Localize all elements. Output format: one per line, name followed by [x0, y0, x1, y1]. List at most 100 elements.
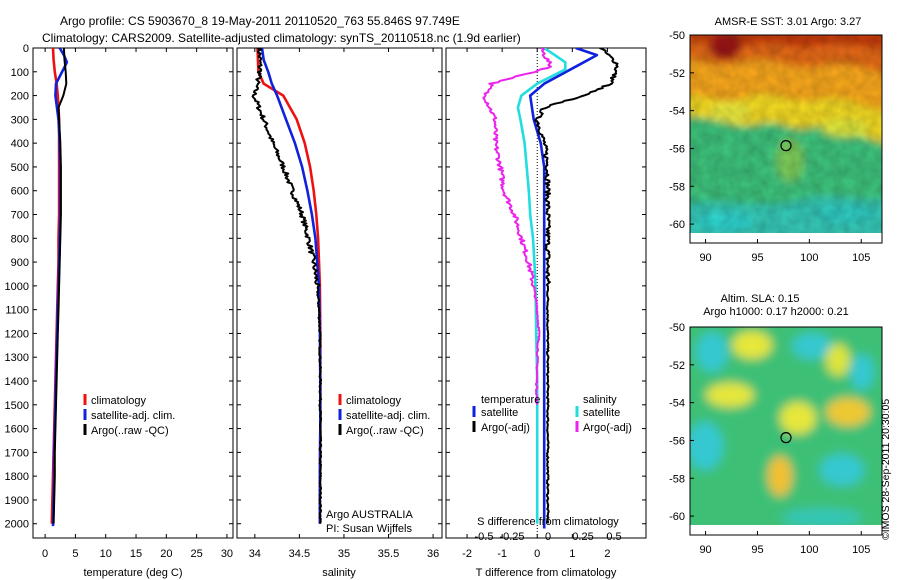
- argo-position-markers: [780, 140, 792, 444]
- legend-satellite: satellite-adj. clim.: [91, 410, 175, 422]
- x-tick-label: 34.5: [289, 548, 310, 560]
- s-difference-axis-label: S difference from climatology: [477, 516, 619, 528]
- s-diff-tick-label: -0.5: [475, 531, 494, 543]
- depth-tick-label: 400: [11, 138, 29, 150]
- salinity-axis-label: salinity: [322, 567, 356, 579]
- difference-legend: temperature salinity satellite Argo(-adj…: [472, 394, 632, 434]
- x-tick-label: 20: [160, 548, 172, 560]
- depth-tick-label: 800: [11, 233, 29, 245]
- sla-map-frame: [689, 326, 883, 536]
- salinity-profile-lines: [251, 48, 323, 524]
- map-x-tick-label: 95: [751, 544, 763, 556]
- map-x-tick-label: 90: [699, 252, 711, 264]
- depth-tick-label: 1800: [5, 471, 29, 483]
- depth-tick-label: 1600: [5, 424, 29, 436]
- difference-profile-lines: [482, 48, 619, 529]
- s-diff-tick-label: 0.25: [572, 531, 593, 543]
- depth-tick-label: 200: [11, 91, 29, 103]
- argo-position-marker: [780, 140, 792, 152]
- sst-map-field: [690, 35, 882, 243]
- x-tick-label: 36: [427, 548, 439, 560]
- series-line: [528, 48, 599, 529]
- legend-s-argo: Argo(-adj): [583, 422, 632, 434]
- series-line: [52, 48, 68, 524]
- figure-subtitle: Climatology: CARS2009. Satellite-adjuste…: [42, 31, 521, 45]
- series-line: [251, 48, 323, 524]
- map-x-tick-label: 100: [800, 544, 818, 556]
- sla-map-title: Altim. SLA: 0.15: [721, 293, 800, 305]
- map-y-tick-label: -58: [669, 181, 685, 193]
- difference-panel-frame: [445, 47, 647, 539]
- temperature-panel-frame: [32, 47, 234, 539]
- map-y-tick-label: -56: [669, 143, 685, 155]
- sla-map-subtitle: Argo h1000: 0.17 h2000: 0.21: [703, 306, 849, 318]
- x-tick-label: 2: [604, 548, 610, 560]
- s-diff-tick-label: 0.5: [606, 531, 621, 543]
- x-tick-label: 25: [191, 548, 203, 560]
- sst-map-frame: [689, 34, 883, 244]
- map-y-tick-label: -56: [669, 435, 685, 447]
- x-tick-label: 1: [569, 548, 575, 560]
- depth-tick-label: 1200: [5, 328, 29, 340]
- depth-tick-label: 1500: [5, 400, 29, 412]
- x-tick-label: 35: [338, 548, 350, 560]
- depth-tick-label: 1900: [5, 495, 29, 507]
- map-y-tick-label: -60: [669, 219, 685, 231]
- sla-map-axes: 90 95 100 105 -50 -52 -54 -56 -58 -60: [669, 322, 870, 556]
- t-difference-axis-label: T difference from climatology: [476, 567, 617, 579]
- legend-climatology: climatology: [346, 395, 402, 407]
- series-line: [260, 48, 322, 524]
- map-y-tick-label: -58: [669, 473, 685, 485]
- series-line: [256, 48, 322, 524]
- salinity-x-axis: 34 34.5 35 35.5 36: [249, 48, 439, 560]
- legend-climatology: climatology: [91, 395, 147, 407]
- temperature-x-axis: 0 5 10 15 20 25 30: [42, 48, 233, 560]
- x-tick-label: 0: [534, 548, 540, 560]
- series-line: [534, 48, 619, 524]
- depth-tick-label: 0: [23, 43, 29, 55]
- legend-argo: Argo(..raw -QC): [91, 425, 169, 437]
- depth-tick-label: 600: [11, 186, 29, 198]
- x-tick-label: -1: [497, 548, 507, 560]
- depth-tick-label: 100: [11, 67, 29, 79]
- legend-s-satellite: satellite: [583, 407, 620, 419]
- series-line: [516, 48, 567, 524]
- x-tick-label: 30: [221, 548, 233, 560]
- map-y-tick-label: -54: [669, 398, 685, 410]
- depth-tick-label: 300: [11, 114, 29, 126]
- x-tick-label: -2: [462, 548, 472, 560]
- s-diff-tick-label: -0.25: [499, 531, 524, 543]
- x-tick-label: 35.5: [378, 548, 399, 560]
- sla-map-field: [690, 327, 882, 535]
- x-tick-label: 0: [42, 548, 48, 560]
- depth-tick-label: 700: [11, 210, 29, 222]
- legend-temperature-heading: temperature: [481, 394, 540, 406]
- sst-map-axes: 90 95 100 105 -50 -52 -54 -56 -58 -60: [669, 30, 870, 264]
- map-x-tick-label: 105: [852, 252, 870, 264]
- depth-axis: 0 100 200 300 400 500 600 700 800 900 1000 1100 1200…: [5, 43, 646, 531]
- temperature-legend: climatology satellite-adj. clim. Argo(..…: [83, 394, 175, 437]
- depth-tick-label: 1400: [5, 376, 29, 388]
- x-tick-label: 10: [100, 548, 112, 560]
- figure-title: Argo profile: CS 5903670_8 19-May-2011 2…: [60, 14, 460, 28]
- legend-t-argo: Argo(-adj): [481, 422, 530, 434]
- depth-tick-label: 500: [11, 162, 29, 174]
- map-y-tick-label: -50: [669, 30, 685, 42]
- series-line: [482, 48, 552, 405]
- map-y-tick-label: -52: [669, 360, 685, 372]
- sst-map-title: AMSR-E SST: 3.01 Argo: 3.27: [715, 16, 862, 28]
- s-diff-tick-label: 0: [545, 531, 551, 543]
- salinity-legend: climatology satellite-adj. clim. Argo(..…: [338, 394, 430, 437]
- map-x-tick-label: 95: [751, 252, 763, 264]
- depth-tick-label: 1100: [5, 305, 29, 317]
- x-tick-label: 5: [72, 548, 78, 560]
- float-country: Argo AUSTRALIA: [326, 509, 413, 521]
- map-y-tick-label: -60: [669, 511, 685, 523]
- legend-salinity-heading: salinity: [583, 394, 617, 406]
- depth-tick-label: 900: [11, 257, 29, 269]
- map-y-tick-label: -54: [669, 106, 685, 118]
- depth-tick-label: 2000: [5, 519, 29, 531]
- map-x-tick-label: 90: [699, 544, 711, 556]
- difference-x-axis: -2 -1 0 1 2 -0.5 -0.25 0 0.25 0.5: [462, 48, 622, 560]
